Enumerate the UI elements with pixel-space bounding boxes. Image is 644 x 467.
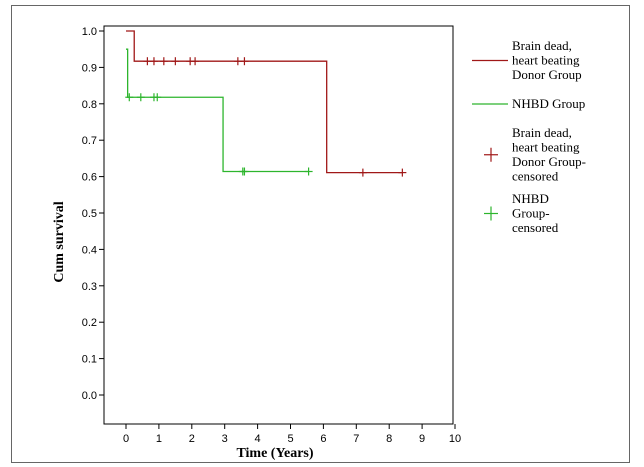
series-line-1 xyxy=(126,48,309,173)
legend-label: Group- xyxy=(512,206,550,221)
legend-plus-swatch xyxy=(484,206,498,221)
y-tick-label: 0.9 xyxy=(82,62,97,74)
x-tick-label: 3 xyxy=(222,433,228,445)
x-tick-label: 6 xyxy=(320,433,326,445)
legend-label: NHBD xyxy=(512,191,549,206)
censor-mark xyxy=(136,93,145,102)
x-tick-label: 10 xyxy=(449,433,461,445)
y-tick-label: 0.8 xyxy=(82,99,97,111)
plot-frame xyxy=(103,25,454,425)
chart-frame: 0.0 0.1 0.2 0.3 0.4 0.5 0.6 0.7 0.8 0.9 1.0 0 1 2 3 4 5 6… xyxy=(11,5,630,463)
censor-mark xyxy=(125,93,134,102)
legend-item-1: NHBD Group xyxy=(472,96,585,111)
y-tick-label: 1.0 xyxy=(82,26,97,38)
y-tick-label: 0.3 xyxy=(82,281,97,293)
x-tick-label: 9 xyxy=(419,433,425,445)
axes: 0.0 0.1 0.2 0.3 0.4 0.5 0.6 0.7 0.8 0.9 1.0 0 1 2 3 4 5 6… xyxy=(82,25,461,445)
survival-chart: 0.0 0.1 0.2 0.3 0.4 0.5 0.6 0.7 0.8 0.9 1.0 0 1 2 3 4 5 6… xyxy=(52,25,586,461)
legend-label: censored xyxy=(512,169,559,184)
censor-mark xyxy=(240,57,249,66)
x-tick-label: 1 xyxy=(156,433,162,445)
x-tick-label: 7 xyxy=(353,433,359,445)
x-tick-label: 8 xyxy=(386,433,392,445)
censor-mark xyxy=(304,167,313,176)
series-line-0 xyxy=(126,30,403,174)
censor-mark xyxy=(240,167,249,176)
censor-mark xyxy=(153,93,162,102)
legend-label: censored xyxy=(512,220,559,235)
y-tick-label: 0.7 xyxy=(82,135,97,147)
y-tick-label: 0.0 xyxy=(82,390,97,402)
legend-label: heart beating xyxy=(512,53,580,68)
x-tick-label: 0 xyxy=(123,433,129,445)
censor-mark xyxy=(171,57,180,66)
y-tick-label: 0.5 xyxy=(82,208,97,220)
legend-label: Donor Group- xyxy=(512,154,586,169)
censor-mark xyxy=(159,57,168,66)
censor-mark xyxy=(398,168,407,177)
legend-label: heart beating xyxy=(512,140,580,155)
series-layer xyxy=(125,30,407,177)
y-tick-label: 0.4 xyxy=(82,244,97,256)
x-tick-label: 4 xyxy=(255,433,261,445)
censor-mark xyxy=(191,57,200,66)
legend-plus-swatch xyxy=(484,147,498,162)
legend-label: Brain dead, xyxy=(512,125,572,140)
censor-mark xyxy=(149,57,158,66)
y-tick-label: 0.6 xyxy=(82,172,97,184)
x-tick-label: 5 xyxy=(287,433,293,445)
legend-label: NHBD Group xyxy=(512,96,585,111)
censor-mark xyxy=(358,168,367,177)
x-axis-title: Time (Years) xyxy=(236,446,313,461)
y-tick-label: 0.2 xyxy=(82,317,97,329)
x-tick-label: 2 xyxy=(189,433,195,445)
legend-label: Brain dead, xyxy=(512,38,572,53)
legend-label: Donor Group xyxy=(512,67,582,82)
y-axis-title: Cum survival xyxy=(52,201,67,282)
y-tick-label: 0.1 xyxy=(82,354,97,366)
